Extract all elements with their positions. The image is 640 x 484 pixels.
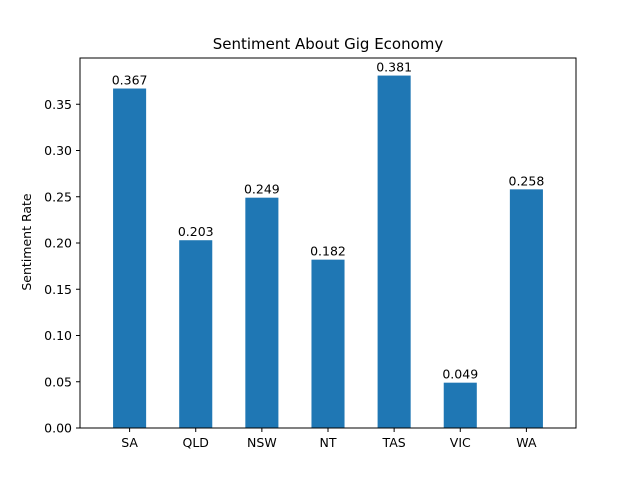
x-tick-label-nsw: NSW (247, 435, 277, 450)
y-axis-label: Sentiment Rate (19, 193, 34, 291)
x-axis-ticks: SA QLD NSW NT TAS VIC WA (121, 428, 537, 450)
plot-frame (79, 57, 577, 429)
x-tick-label-tas: TAS (382, 435, 406, 450)
y-tick-label: 0.25 (44, 189, 72, 204)
bar-nt (311, 259, 345, 428)
bars-layer (113, 75, 543, 429)
y-tick-label: 0.20 (44, 236, 72, 251)
y-axis-ticks: 0.00 0.05 0.10 0.15 0.20 0.25 0.30 0.35 (44, 97, 80, 436)
data-labels-layer: 0.367 0.203 0.249 0.182 0.381 0.049 0.258 (112, 60, 545, 382)
data-label-sa: 0.367 (112, 73, 148, 88)
y-tick-label: 0.30 (44, 143, 72, 158)
y-tick-label: 0.35 (44, 97, 72, 112)
data-label-tas: 0.381 (376, 60, 412, 75)
data-label-nsw: 0.249 (244, 182, 280, 197)
bar-nsw (245, 197, 279, 428)
data-label-nt: 0.182 (310, 244, 346, 259)
bar-sa (113, 88, 147, 429)
y-tick-label: 0.00 (44, 421, 72, 436)
bar-tas (377, 75, 411, 428)
bar-qld (179, 240, 213, 428)
x-tick-label-sa: SA (121, 435, 138, 450)
bar-vic (443, 382, 477, 428)
x-tick-label-vic: VIC (450, 435, 471, 450)
y-tick-label: 0.05 (44, 374, 72, 389)
x-tick-label-nt: NT (320, 435, 337, 450)
data-label-vic: 0.049 (442, 367, 478, 382)
data-label-qld: 0.203 (178, 224, 214, 239)
bar-wa (509, 189, 543, 428)
x-tick-label-wa: WA (516, 435, 537, 450)
y-tick-label: 0.15 (44, 282, 72, 297)
data-label-wa: 0.258 (509, 173, 545, 188)
x-tick-label-qld: QLD (183, 435, 209, 450)
y-tick-label: 0.10 (44, 328, 72, 343)
chart-title: Sentiment About Gig Economy (213, 35, 444, 53)
